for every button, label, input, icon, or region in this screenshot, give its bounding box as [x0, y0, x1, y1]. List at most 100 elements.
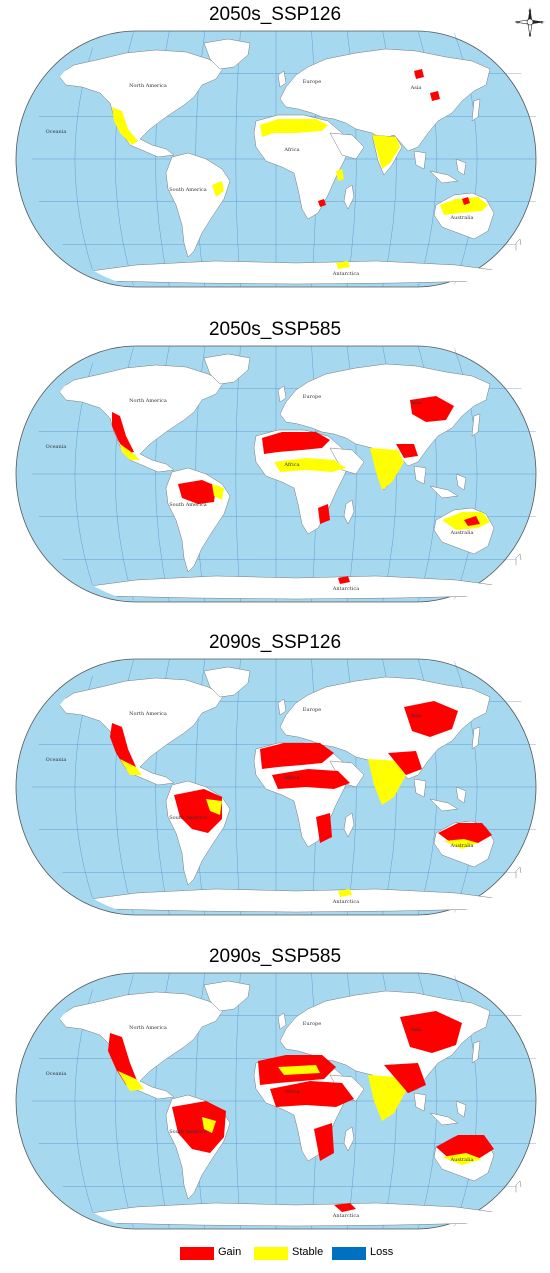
stable-area	[338, 889, 352, 897]
gain-area	[178, 480, 216, 504]
map-label-oceania: Oceania	[46, 129, 67, 135]
compass-n: N	[529, 8, 532, 13]
gain-area	[262, 432, 330, 454]
map-label-south_america: South America	[169, 815, 207, 821]
stable-area	[118, 1071, 144, 1091]
gain-area	[316, 813, 332, 843]
stable-area	[336, 169, 344, 181]
map-label-south_america: South America	[169, 1129, 207, 1135]
panel-title: 2050s_SSP126	[208, 4, 342, 25]
land-antarctica	[75, 575, 517, 600]
map-label-oceania: Oceania	[46, 757, 67, 763]
map-label-asia: Asia	[410, 400, 422, 406]
map-label-north_america: North America	[129, 83, 167, 89]
map-label-australia: Australia	[450, 530, 474, 536]
land-sa	[165, 152, 231, 258]
gain-area	[110, 723, 136, 769]
map-label-africa: Africa	[283, 1089, 299, 1095]
gain-area	[410, 396, 454, 422]
stable-area	[440, 197, 488, 215]
legend-swatch-gain	[180, 1247, 214, 1260]
legend-swatch-loss	[332, 1247, 366, 1260]
land-greenland	[203, 980, 251, 1012]
land-arabia	[329, 132, 365, 160]
gain-area	[272, 769, 350, 789]
map-label-antarctica: Antarctica	[332, 899, 359, 905]
map-label-europe: Europe	[303, 707, 321, 713]
gain-area	[396, 444, 418, 458]
land-nz	[515, 1180, 523, 1200]
stable-area	[368, 1075, 406, 1121]
gain-area	[462, 197, 470, 205]
map-label-antarctica: Antarctica	[332, 586, 359, 592]
legend-swatch-stable	[254, 1247, 288, 1260]
map-label-south_america: South America	[169, 502, 207, 508]
legend-label: Loss	[370, 1246, 394, 1258]
world-map: North America Europe Asia Africa South Ameri…	[0, 344, 550, 611]
map-label-oceania: Oceania	[46, 444, 67, 450]
gain-area	[108, 1033, 138, 1085]
stable-area	[274, 458, 346, 472]
stable-area	[120, 759, 142, 775]
land-eurasia	[279, 48, 491, 152]
map-label-australia: Australia	[450, 1157, 474, 1163]
gain-area	[270, 1081, 354, 1107]
land-na	[57, 49, 225, 158]
land-uk	[277, 1012, 287, 1030]
map-label-asia: Asia	[410, 1027, 422, 1033]
gain-area	[318, 504, 330, 524]
gain-area	[318, 199, 326, 207]
land-madagascar	[343, 499, 355, 525]
compass-s: S	[529, 32, 532, 37]
gain-area	[112, 412, 134, 454]
land-uk	[277, 70, 287, 88]
gain-area	[438, 823, 492, 845]
gain-area	[436, 1135, 494, 1161]
map-label-asia: Asia	[410, 713, 422, 719]
land-madagascar	[343, 1126, 355, 1152]
stable-area	[202, 1117, 216, 1133]
stable-area	[368, 759, 406, 805]
land-seasia	[413, 150, 467, 184]
map-label-europe: Europe	[303, 1021, 321, 1027]
land-antarctica	[75, 888, 517, 913]
panel-title: 2090s_SSP126	[208, 632, 342, 653]
land-antarctica	[75, 260, 517, 285]
stable-area	[212, 484, 224, 500]
gain-area	[338, 576, 350, 584]
map-svg: North America Europe Asia Africa South Ameri…	[15, 972, 537, 1230]
legend-label: Gain	[218, 1246, 242, 1258]
stable-area	[442, 1153, 482, 1165]
map-svg: North America Europe Asia Africa South Ameri…	[15, 658, 537, 916]
stable-area	[372, 135, 400, 169]
gain-area	[414, 69, 424, 79]
gain-area	[400, 1011, 462, 1053]
stable-area	[336, 261, 350, 269]
land-japan	[471, 726, 481, 750]
stable-area	[444, 839, 478, 849]
panel-title: 2050s_SSP585	[208, 319, 342, 340]
gain-area	[384, 1063, 426, 1093]
land-japan	[471, 413, 481, 437]
land-seasia	[413, 1092, 467, 1126]
stable-area	[260, 119, 328, 137]
gain-area	[172, 1101, 226, 1153]
land-greenland	[203, 38, 251, 70]
land-antarctica	[75, 1202, 517, 1227]
land-uk	[277, 385, 287, 403]
map-label-europe: Europe	[303, 394, 321, 400]
map-label-north_america: North America	[129, 711, 167, 717]
land-seasia	[413, 778, 467, 812]
gain-area	[388, 751, 422, 775]
stable-area	[370, 448, 404, 490]
map-label-africa: Africa	[283, 462, 299, 468]
stable-area	[112, 107, 138, 145]
gain-area	[404, 701, 458, 737]
gain-area	[464, 516, 480, 526]
gain-area	[260, 743, 334, 769]
land-greenland	[203, 353, 251, 385]
gain-area	[334, 1203, 356, 1212]
land-japan	[471, 1040, 481, 1064]
world-map: North America Europe Asia Africa South Ameri…	[0, 971, 550, 1238]
map-svg: North America Europe Asia Africa South Ameri…	[15, 30, 537, 288]
